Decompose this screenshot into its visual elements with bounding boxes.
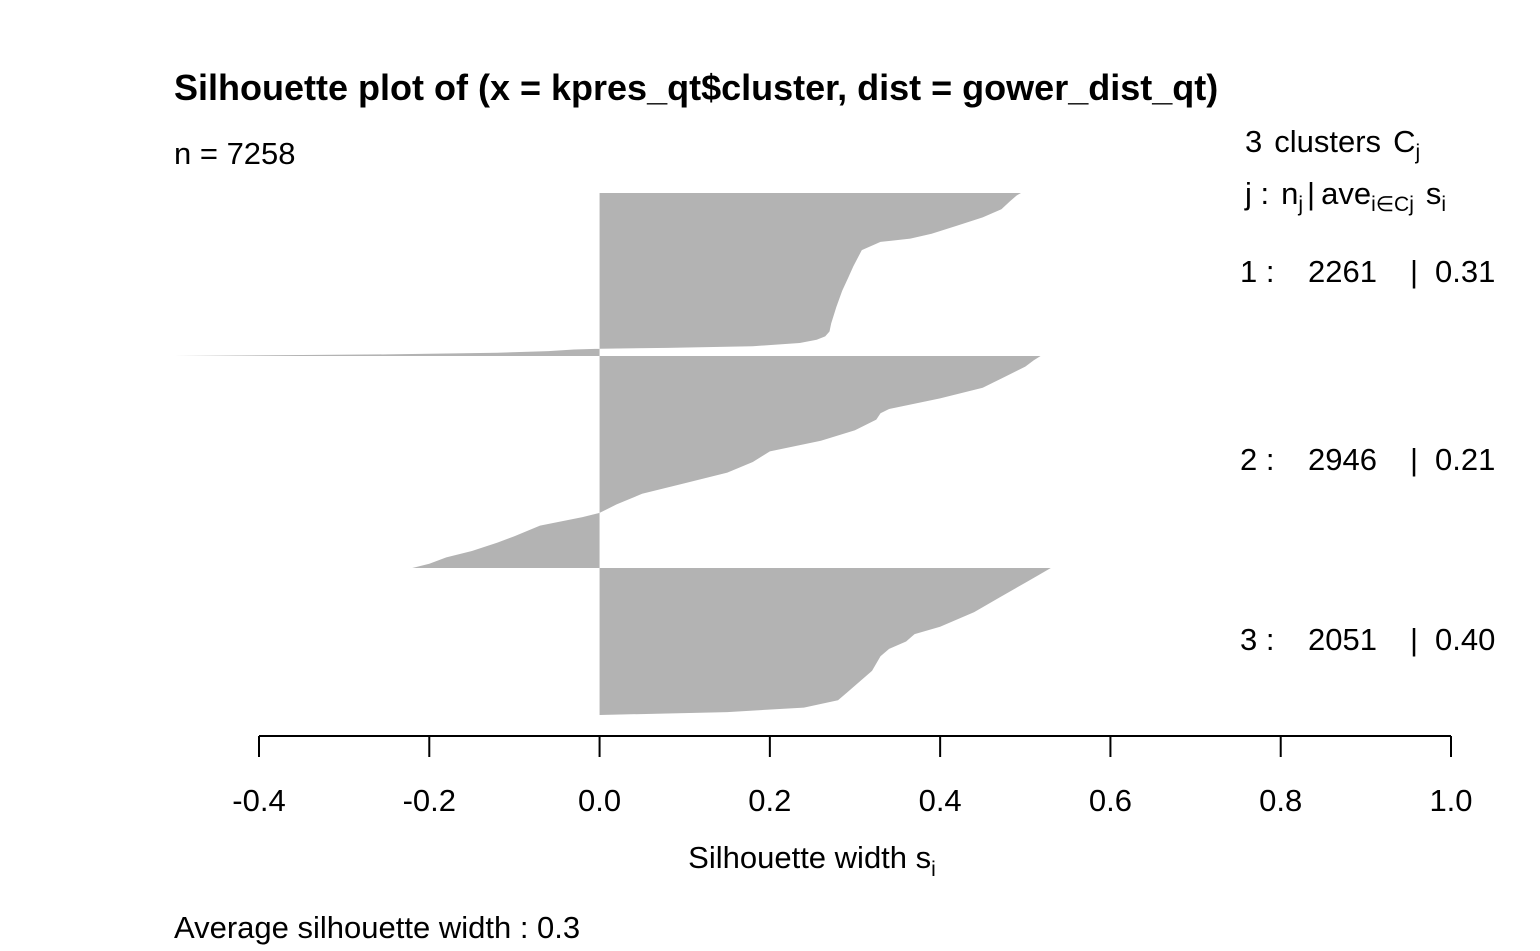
- x-axis-ticks: -0.4 -0.2 0.0 0.2 0.4 0.6 0.8 1.0: [232, 736, 1473, 818]
- cluster-2-silhouette: [412, 356, 1041, 568]
- x-axis-label-text: Silhouette width s: [688, 840, 931, 875]
- header-s-sub: i: [1441, 193, 1446, 216]
- cluster-1-label-size: 2261: [1308, 254, 1377, 289]
- silhouette-bars: [173, 193, 1051, 715]
- clusters-symbol-sub: j: [1414, 141, 1420, 164]
- cluster-2-label-id: 2 :: [1240, 442, 1274, 477]
- x-axis-label: Silhouette width si: [688, 840, 936, 881]
- cluster-2-label-avg: 0.21: [1435, 442, 1495, 477]
- clusters-count: 3: [1245, 124, 1262, 159]
- cluster-labels: 1 : 2261 | 0.31 2 : 2946 | 0.21 3 : 2051 | 0.40: [1240, 254, 1495, 657]
- clusters-header: 3 clusters Cj: [1245, 124, 1420, 164]
- x-tick-label: 0.4: [919, 783, 962, 818]
- header-s: s: [1426, 176, 1442, 211]
- x-tick-label: 0.6: [1089, 783, 1132, 818]
- header-ave: ave: [1321, 176, 1371, 211]
- columns-header: j : nj | avei∈Cj si: [1244, 176, 1446, 216]
- chart-title: Silhouette plot of (x = kpres_qt$cluster…: [174, 67, 1218, 108]
- header-n-sub: j: [1297, 193, 1303, 216]
- average-width-footer: Average silhouette width : 0.3: [174, 910, 580, 945]
- x-tick-label: 0.8: [1259, 783, 1302, 818]
- header-ave-sub: i∈Cj: [1371, 193, 1414, 216]
- x-tick-label: 1.0: [1429, 783, 1472, 818]
- clusters-symbol: C: [1393, 124, 1415, 159]
- x-tick-label: 0.2: [748, 783, 791, 818]
- cluster-3-silhouette: [599, 568, 1051, 715]
- cluster-1-silhouette: [173, 193, 1021, 356]
- cluster-2-label-sep: |: [1410, 442, 1418, 477]
- cluster-3-label-sep: |: [1410, 622, 1418, 657]
- cluster-3-label-id: 3 :: [1240, 622, 1274, 657]
- cluster-3-label-avg: 0.40: [1435, 622, 1495, 657]
- header-n: n: [1281, 176, 1298, 211]
- cluster-1-label-id: 1 :: [1240, 254, 1274, 289]
- cluster-1-label-avg: 0.31: [1435, 254, 1495, 289]
- cluster-3-label-size: 2051: [1308, 622, 1377, 657]
- cluster-1-label-sep: |: [1410, 254, 1418, 289]
- header-j: j :: [1244, 176, 1269, 211]
- n-label: n = 7258: [174, 136, 296, 171]
- x-axis-label-sub: i: [931, 858, 936, 881]
- header-bar: |: [1307, 176, 1315, 211]
- x-tick-label: 0.0: [578, 783, 621, 818]
- x-tick-label: -0.2: [403, 783, 456, 818]
- cluster-2-label-size: 2946: [1308, 442, 1377, 477]
- x-tick-label: -0.4: [232, 783, 285, 818]
- clusters-word: clusters: [1274, 124, 1381, 159]
